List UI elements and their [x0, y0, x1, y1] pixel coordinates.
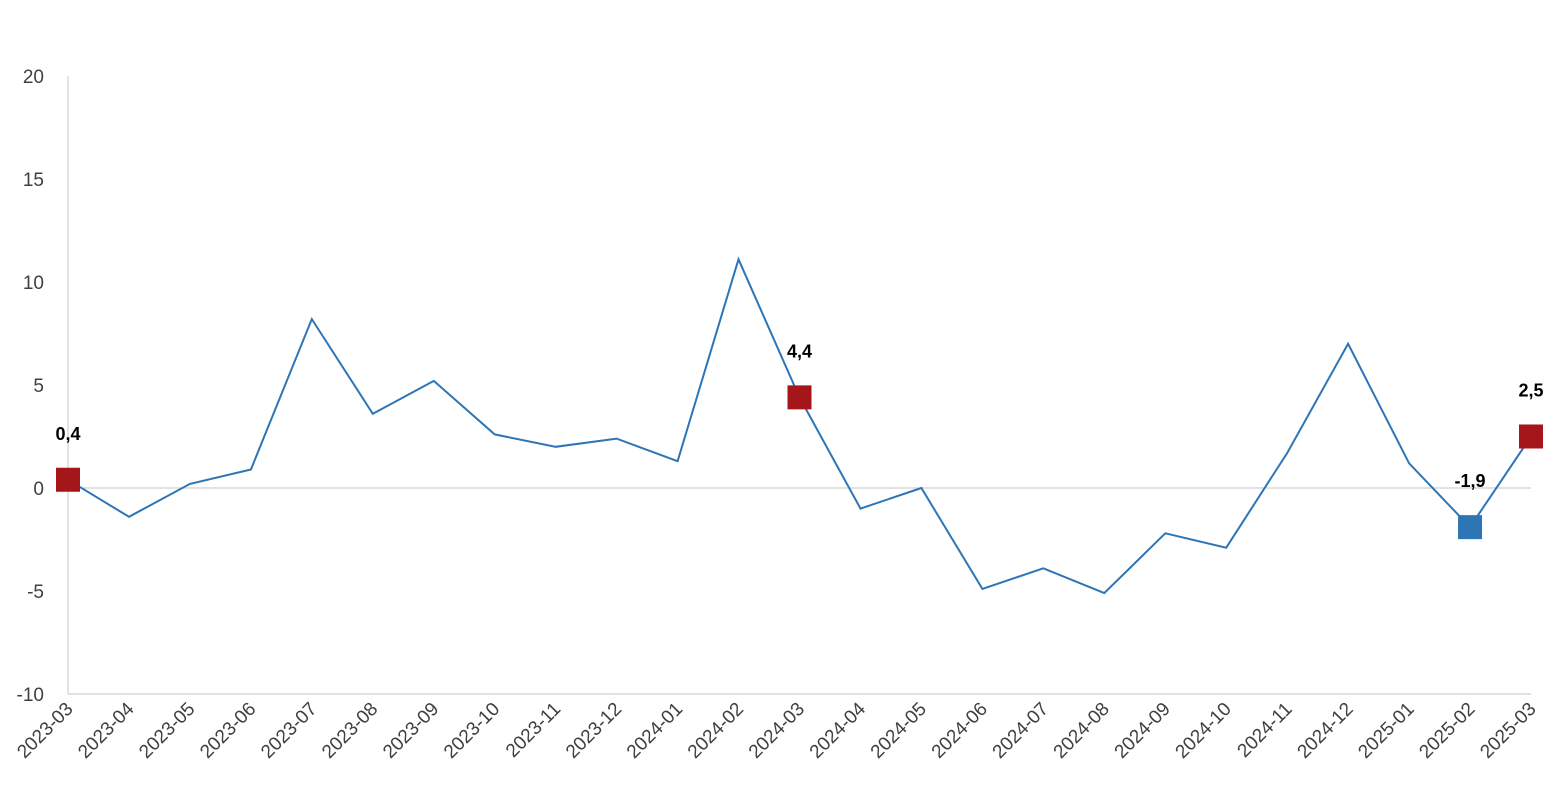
x-tick-label: 2023-07	[257, 699, 321, 763]
x-tick-label: 2023-11	[502, 699, 565, 762]
x-tick-label: 2025-03	[1476, 699, 1540, 763]
x-tick-label: 2023-04	[74, 698, 138, 762]
x-tick-label: 2024-09	[1111, 699, 1175, 763]
series-group	[67, 256, 1532, 595]
highlight-marker	[1458, 515, 1483, 540]
axes	[67, 76, 1531, 695]
series-line	[67, 256, 1532, 595]
x-tick-label: 2024-05	[867, 699, 931, 763]
data-label: 4,4	[787, 341, 812, 361]
y-tick-label: -10	[17, 685, 44, 706]
x-tick-label: 2024-04	[806, 698, 870, 762]
x-tick-label: 2024-02	[684, 699, 748, 763]
y-tick-label: -5	[27, 582, 44, 603]
x-tick-label: 2024-06	[928, 699, 992, 763]
x-tick-label: 2023-10	[440, 699, 504, 763]
x-tick-label: 2024-10	[1172, 699, 1236, 763]
highlight-marker	[787, 385, 812, 410]
highlight-marker	[1519, 424, 1543, 449]
x-tick-label: 2023-08	[318, 699, 382, 763]
y-tick-label: 0	[33, 479, 44, 500]
x-tick-label: 2024-01	[623, 699, 687, 763]
data-labels: 0,4 4,4 -1,9 2,5	[55, 341, 1543, 491]
x-tick-label: 2023-06	[196, 699, 260, 763]
y-axis-ticks: -10 -5 0 5 10 15 20	[17, 67, 44, 706]
x-tick-label: 2025-01	[1354, 699, 1418, 763]
x-tick-label: 2024-08	[1050, 699, 1114, 763]
y-tick-label: 5	[33, 376, 44, 397]
x-tick-label: 2025-02	[1415, 699, 1479, 763]
x-tick-label: 2024-12	[1294, 699, 1358, 763]
x-tick-label: 2023-12	[562, 699, 626, 763]
y-tick-label: 10	[23, 273, 44, 294]
x-tick-label: 2024-07	[989, 699, 1053, 763]
y-tick-label: 20	[23, 67, 44, 88]
x-tick-label: 2024-03	[745, 699, 809, 763]
x-tick-label: 2023-03	[13, 699, 77, 763]
x-tick-label: 2024-11	[1234, 699, 1297, 762]
y-tick-label: 15	[23, 170, 44, 191]
x-tick-label: 2023-09	[379, 699, 443, 763]
data-label: 0,4	[55, 424, 80, 444]
data-label: -1,9	[1455, 471, 1486, 491]
x-axis-ticks: 2023-032023-042023-052023-062023-072023-…	[13, 698, 1540, 762]
x-tick-label: 2023-05	[135, 699, 199, 763]
highlight-marker	[56, 467, 80, 492]
highlight-markers	[56, 385, 1543, 540]
data-label: 2,5	[1518, 381, 1543, 401]
